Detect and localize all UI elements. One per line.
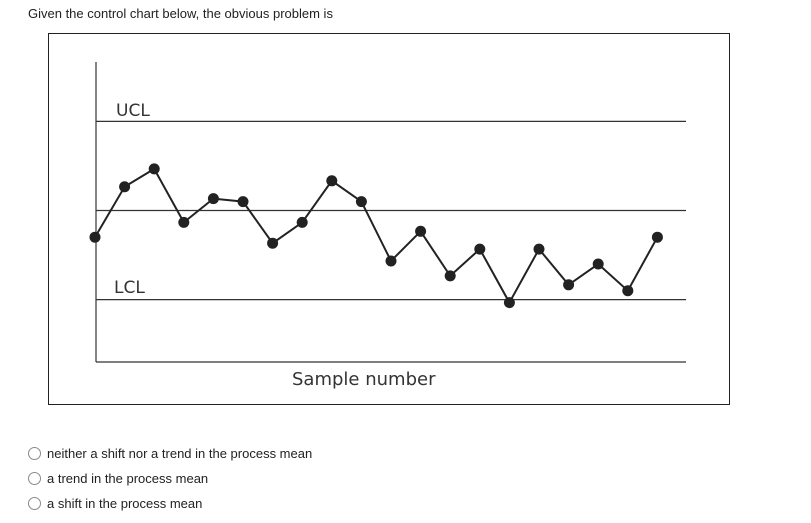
sample-point-14 — [474, 243, 486, 255]
sample-point-13 — [444, 270, 456, 282]
sample-point-5 — [207, 193, 219, 205]
sample-point-2 — [119, 181, 131, 193]
radio-button[interactable] — [28, 497, 41, 510]
option-no-shift-no-trend[interactable]: neither a shift nor a trend in the proce… — [28, 441, 312, 466]
sample-point-6 — [237, 196, 249, 208]
radio-button[interactable] — [28, 447, 41, 460]
cutoff-caption-fragment — [190, 405, 610, 413]
sample-point-4 — [178, 216, 190, 228]
sample-points — [89, 163, 663, 309]
sample-point-15 — [503, 297, 515, 309]
option-label: neither a shift nor a trend in the proce… — [47, 446, 313, 461]
option-trend[interactable]: a trend in the process mean — [28, 466, 312, 491]
sample-point-17 — [563, 279, 575, 291]
sample-series-line — [94, 167, 659, 305]
option-label: a trend in the process mean — [47, 471, 209, 486]
sample-point-11 — [385, 255, 397, 267]
sample-point-1 — [89, 231, 101, 243]
sample-point-20 — [651, 231, 663, 243]
radio-button[interactable] — [28, 472, 41, 485]
x-axis-label: Sample number — [292, 369, 436, 390]
sample-point-9 — [326, 175, 338, 187]
control-chart-figure: UCL LCL Sample number — [48, 33, 730, 405]
sample-point-8 — [296, 216, 308, 228]
control-chart: UCL LCL Sample number — [89, 62, 686, 390]
question-text: Given the control chart below, the obvio… — [28, 6, 333, 21]
lcl-label: LCL — [114, 278, 145, 298]
sample-point-16 — [533, 243, 545, 255]
sample-point-19 — [622, 285, 634, 297]
sample-point-12 — [415, 225, 427, 237]
answer-options: neither a shift nor a trend in the proce… — [28, 441, 312, 516]
option-label: a shift in the process mean — [47, 496, 203, 511]
option-shift[interactable]: a shift in the process mean — [28, 491, 312, 516]
sample-point-7 — [267, 237, 279, 249]
ucl-label: UCL — [116, 101, 150, 121]
sample-point-18 — [592, 258, 604, 270]
sample-point-10 — [355, 196, 367, 208]
sample-point-3 — [148, 163, 160, 175]
